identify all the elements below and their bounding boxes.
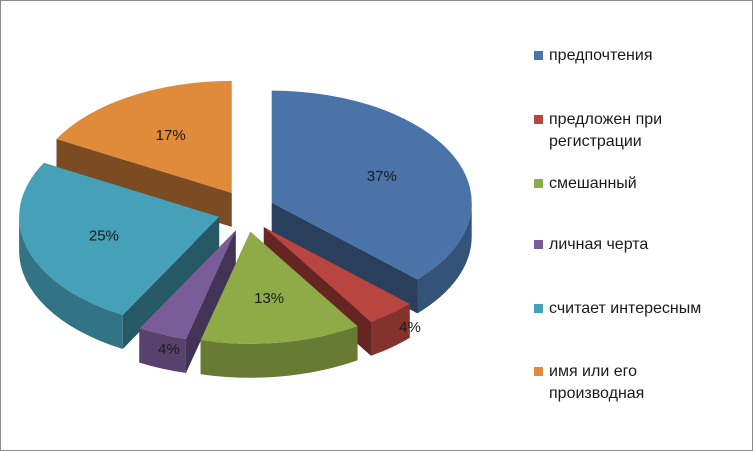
legend-swatch (534, 115, 543, 124)
slice-mixed (200, 231, 358, 378)
legend-swatch (534, 304, 543, 313)
legend-item-name-derivative: имя или его производная (534, 361, 689, 405)
data-label: 17% (156, 127, 186, 144)
slice-name-derivative (56, 80, 232, 227)
legend-label: предпочтения (549, 47, 653, 64)
legend-swatch (534, 240, 543, 249)
legend-swatch (534, 367, 543, 376)
legend-label: предложен при регистрации (549, 111, 663, 150)
legend-item-personal-trait: личная черта (534, 234, 648, 256)
legend-item-preferences: предпочтения (534, 45, 652, 67)
data-label: 37% (367, 168, 397, 185)
legend-swatch (534, 51, 543, 60)
legend-label: личная черта (549, 236, 649, 253)
data-label: 13% (254, 290, 284, 307)
legend-item-mixed: смешанный (534, 173, 637, 195)
data-label: 4% (158, 341, 180, 358)
slice-preferences (271, 90, 472, 314)
legend-label: имя или его производная (549, 363, 645, 402)
legend-item-interesting: считает интересным (534, 298, 701, 320)
data-label: 25% (89, 228, 119, 245)
legend-item-registration: предложен при регистрации (534, 109, 709, 153)
legend-label: считает интересным (549, 300, 702, 317)
legend-swatch (534, 179, 543, 188)
slice-interesting (19, 162, 220, 350)
slice-personal-trait (139, 230, 236, 374)
data-label: 4% (399, 319, 421, 336)
legend-label: смешанный (549, 175, 637, 192)
